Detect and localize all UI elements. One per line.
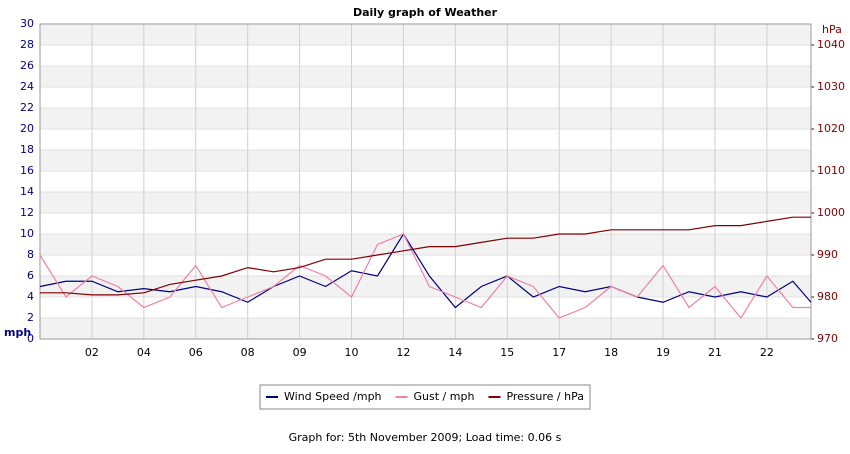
y-tick-label: 0 [27, 332, 34, 345]
y2-axis-label: hPa [822, 23, 842, 36]
y-tick-label: 6 [27, 269, 34, 282]
y-tick-label: 14 [20, 185, 34, 198]
band [40, 108, 811, 129]
x-tick-label: 18 [604, 346, 618, 359]
y-tick-label: 2 [27, 311, 34, 324]
band [40, 318, 811, 339]
x-tick-label: 21 [708, 346, 722, 359]
legend-box [259, 384, 591, 410]
y-tick-label: 4 [27, 290, 34, 303]
y2-tick-label: 1020 [817, 122, 845, 135]
footer: Graph for: 5th November 2009; Load time:… [289, 431, 562, 444]
y-tick-label: 10 [20, 227, 34, 240]
x-tick-label: 09 [293, 346, 307, 359]
band [40, 234, 811, 255]
x-tick-label: 06 [189, 346, 203, 359]
series-line [40, 216, 811, 296]
band [40, 150, 811, 171]
chart-title: Daily graph of Weather [353, 6, 498, 19]
legend-label: Pressure / hPa [506, 390, 584, 403]
y2-tick-label: 970 [817, 332, 838, 345]
legend-label: Gust / mph [414, 390, 475, 403]
x-tick-label: 04 [137, 346, 151, 359]
y-tick-label: 22 [20, 101, 34, 114]
legend: Wind Speed /mph Gust / mph Pressure / hPa [259, 384, 591, 410]
x-tick-label: 17 [552, 346, 566, 359]
y2-tick-label: 980 [817, 290, 838, 303]
y-tick-label: 8 [27, 248, 34, 261]
x-tick-label: 02 [85, 346, 99, 359]
x-tick-label: 14 [448, 346, 462, 359]
band [40, 66, 811, 87]
y2-tick-label: 1000 [817, 206, 845, 219]
y2-tick-label: 1030 [817, 80, 845, 93]
series-line [39, 233, 811, 320]
plot-frame [39, 23, 812, 340]
y-tick-label: 16 [20, 164, 34, 177]
band [40, 24, 811, 45]
y-tick-label: 26 [20, 59, 34, 72]
x-tick-label: 19 [656, 346, 670, 359]
y-tick-label: 30 [20, 17, 34, 30]
y-tick-label: 18 [20, 143, 34, 156]
y-axis-label: mph [4, 326, 31, 339]
y-tick-label: 28 [20, 38, 34, 51]
series-line [39, 232, 812, 309]
x-tick-label: 08 [241, 346, 255, 359]
band [40, 276, 811, 297]
x-tick-label: 15 [500, 346, 514, 359]
legend-label: Wind Speed /mph [284, 390, 382, 403]
y-tick-label: 20 [20, 122, 34, 135]
band [40, 192, 811, 213]
x-tick-label: 22 [760, 346, 774, 359]
y-tick-label: 12 [20, 206, 34, 219]
y2-tick-label: 1010 [817, 164, 845, 177]
x-tick-label: 10 [345, 346, 359, 359]
y-tick-label: 24 [20, 80, 34, 93]
y2-tick-label: 990 [817, 248, 838, 261]
x-tick-label: 12 [396, 346, 410, 359]
y2-tick-label: 1040 [817, 38, 845, 51]
